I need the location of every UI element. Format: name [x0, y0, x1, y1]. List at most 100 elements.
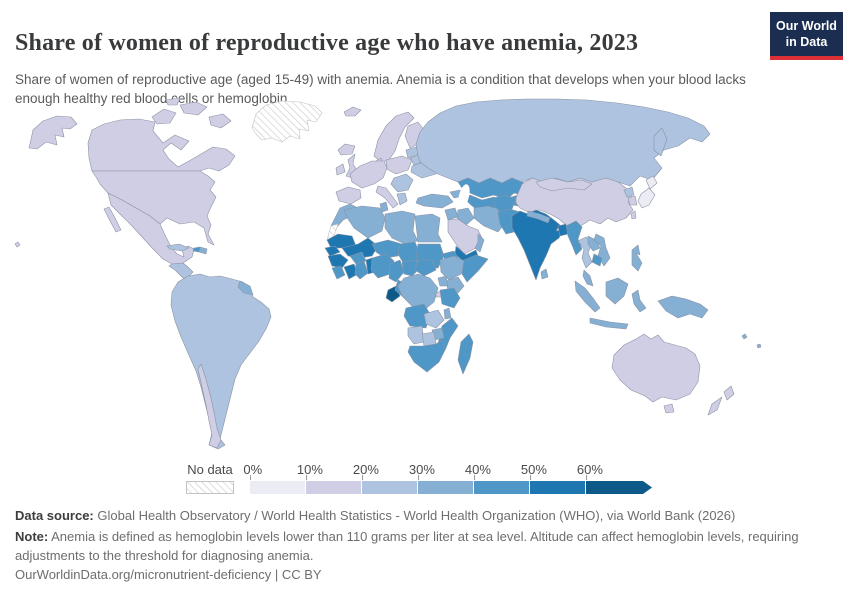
region-dominican-republic[interactable] — [198, 246, 208, 255]
owid-logo-line1: Our World — [776, 19, 837, 33]
region-sulawesi[interactable] — [631, 289, 647, 313]
region-tunisia[interactable] — [379, 201, 389, 213]
region-borneo[interactable] — [605, 277, 629, 305]
region-philippines[interactable] — [631, 244, 643, 272]
region-cuba[interactable] — [166, 243, 190, 252]
region-australia[interactable] — [611, 333, 701, 403]
region-india[interactable] — [511, 209, 564, 281]
region-canada[interactable] — [87, 118, 236, 172]
owid-logo[interactable]: Our World in Data — [770, 12, 843, 60]
world-map — [12, 98, 842, 458]
legend-segment-0-10[interactable] — [250, 481, 306, 494]
region-south-korea[interactable] — [627, 195, 638, 206]
region-libya[interactable] — [384, 210, 419, 245]
region-canada-arctic[interactable] — [179, 101, 208, 116]
region-south-sudan[interactable] — [414, 259, 437, 277]
region-south-africa[interactable] — [407, 339, 447, 373]
region-chile[interactable] — [197, 363, 222, 449]
region-namibia[interactable] — [407, 325, 425, 345]
note-label: Note: — [15, 529, 49, 544]
region-baja[interactable] — [103, 206, 122, 233]
region-cameroon[interactable] — [388, 259, 405, 283]
region-drc[interactable] — [397, 273, 439, 311]
region-ireland[interactable] — [335, 163, 346, 176]
region-java[interactable] — [589, 317, 629, 330]
region-canada-arctic[interactable] — [165, 98, 181, 106]
legend-segment-60-plus[interactable] — [586, 481, 652, 494]
region-svalbard[interactable] — [343, 106, 362, 117]
region-italy[interactable] — [375, 185, 399, 209]
region-cambodia[interactable] — [591, 253, 603, 267]
region-zambia[interactable] — [423, 309, 445, 329]
region-sierra-leone-liberia[interactable] — [331, 265, 346, 280]
region-oman[interactable] — [474, 233, 485, 253]
region-sumatra[interactable] — [574, 280, 601, 313]
region-mexico[interactable] — [107, 192, 195, 265]
region-egypt[interactable] — [414, 213, 443, 243]
region-greenland[interactable] — [251, 100, 323, 143]
region-tasmania[interactable] — [663, 403, 675, 414]
legend-segment-50-60[interactable] — [530, 481, 586, 494]
region-central-europe[interactable] — [385, 155, 413, 175]
region-somalia[interactable] — [461, 254, 489, 283]
region-tanzania[interactable] — [439, 287, 461, 309]
region-south-america[interactable] — [170, 273, 272, 450]
legend-segment-40-50[interactable] — [474, 481, 530, 494]
region-canada-arctic[interactable] — [151, 108, 177, 125]
region-afghanistan[interactable] — [493, 194, 517, 213]
region-north-korea[interactable] — [623, 186, 635, 198]
region-vietnam[interactable] — [593, 233, 611, 267]
region-botswana[interactable] — [421, 331, 437, 347]
region-malaysia[interactable] — [582, 269, 594, 287]
region-ethiopia[interactable] — [439, 255, 468, 281]
region-japan[interactable] — [645, 175, 658, 190]
region-balkans[interactable] — [390, 173, 414, 193]
region-kamchatka[interactable] — [653, 127, 668, 157]
region-new-zealand-north[interactable] — [723, 385, 735, 401]
region-new-guinea[interactable] — [657, 295, 709, 319]
note-line: Note: Anemia is defined as hemoglobin le… — [15, 528, 837, 566]
black-sea — [424, 180, 448, 192]
region-mongolia[interactable] — [535, 177, 593, 192]
region-iraq[interactable] — [456, 207, 475, 226]
legend-segment-10-20[interactable] — [306, 481, 362, 494]
region-central-african-republic[interactable] — [401, 259, 421, 277]
region-china[interactable] — [515, 177, 634, 230]
region-canada-arctic[interactable] — [208, 113, 232, 129]
region-uganda[interactable] — [437, 275, 449, 287]
region-senegal[interactable] — [324, 245, 341, 257]
region-malawi[interactable] — [443, 307, 452, 320]
region-angola[interactable] — [403, 303, 431, 329]
region-niger[interactable] — [371, 239, 403, 259]
source-link[interactable]: OurWorldinData.org/micronutrient-deficie… — [15, 567, 322, 582]
region-alaska[interactable] — [28, 115, 78, 150]
region-pacific-islands[interactable] — [741, 333, 748, 340]
region-greece[interactable] — [396, 192, 408, 206]
region-syria-levant[interactable] — [444, 207, 459, 221]
data-source-label: Data source: — [15, 508, 94, 523]
region-turkey[interactable] — [415, 193, 454, 209]
legend-no-data-swatch[interactable] — [186, 481, 234, 494]
region-iceland[interactable] — [337, 143, 356, 156]
region-sri-lanka[interactable] — [540, 268, 549, 280]
region-guinea[interactable] — [327, 253, 349, 269]
region-nepal-bhutan[interactable] — [526, 210, 551, 224]
region-madagascar[interactable] — [457, 333, 474, 375]
legend-segment-20-30[interactable] — [362, 481, 418, 494]
legend-color-bar[interactable] — [250, 481, 652, 494]
legend-tick — [250, 475, 251, 480]
region-pacific-islands[interactable] — [756, 343, 762, 349]
legend-segment-30-40[interactable] — [418, 481, 474, 494]
region-algeria[interactable] — [343, 205, 386, 239]
region-japan[interactable] — [637, 187, 656, 209]
region-taiwan[interactable] — [630, 210, 637, 220]
region-ghana[interactable] — [354, 260, 369, 280]
region-myanmar[interactable] — [565, 220, 583, 256]
legend-tick-label: 40% — [464, 462, 491, 477]
region-guyana[interactable] — [237, 280, 254, 296]
region-western-europe[interactable] — [349, 160, 388, 189]
map-legend: No data 0% 10% 20% 30% 40% 50% 60% — [0, 458, 850, 498]
region-new-zealand-south[interactable] — [707, 396, 723, 416]
region-iberia[interactable] — [335, 186, 362, 205]
region-hawaii[interactable] — [14, 241, 21, 248]
